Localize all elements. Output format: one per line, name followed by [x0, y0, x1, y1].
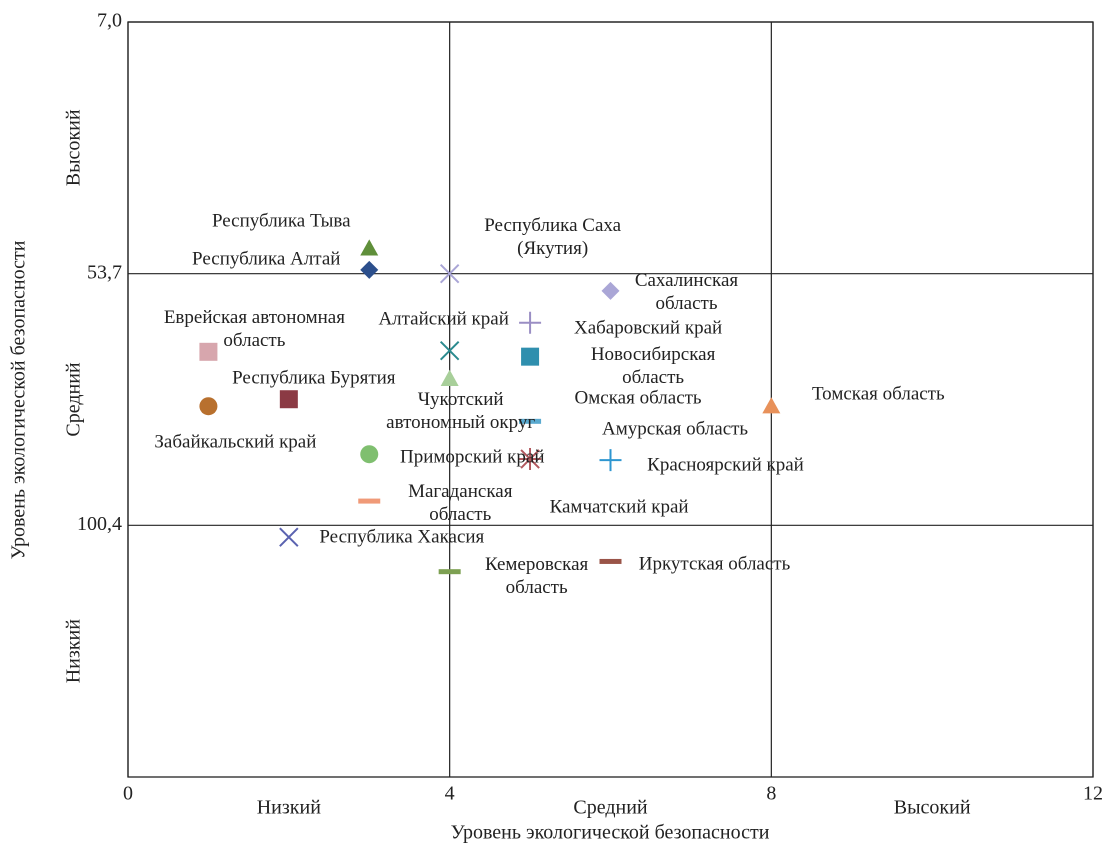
y-tick-label: 7,0	[97, 10, 122, 32]
y-tick-label: 53,7	[87, 261, 122, 283]
marker	[762, 397, 781, 414]
point-label: Томская область	[812, 383, 945, 405]
point-label: Амурская область	[602, 418, 749, 440]
marker	[358, 498, 381, 504]
marker	[199, 397, 218, 416]
x-tick-label: 12	[1083, 783, 1103, 805]
marker	[279, 527, 299, 547]
marker	[519, 418, 542, 424]
marker	[599, 449, 622, 472]
marker	[601, 281, 620, 300]
point-label: Забайкальский край	[154, 431, 317, 453]
point-label: Республика Тыва	[211, 210, 351, 232]
x-tick-label: 0	[123, 783, 133, 805]
point-label: Кемеровская область	[485, 553, 589, 598]
marker	[199, 342, 218, 361]
y-category-label: Высокий	[63, 109, 85, 186]
point-label: Омская область	[574, 387, 702, 409]
point-label: Республика Бурятия	[232, 367, 396, 389]
y-axis-title: Уровень экологической безопасности	[8, 240, 30, 559]
point-label: Хабаровский край	[573, 317, 723, 339]
marker	[438, 569, 461, 575]
marker	[521, 347, 540, 366]
marker	[440, 369, 459, 386]
x-axis-title: Уровень экологической безопасности	[451, 822, 770, 844]
marker	[439, 341, 460, 361]
x-category-label: Низкий	[257, 797, 321, 819]
marker	[360, 260, 379, 279]
marker	[519, 448, 542, 471]
point-label: Алтайский край	[378, 308, 509, 330]
point-label: Еврейская автономная область	[163, 306, 345, 351]
x-tick-label: 4	[445, 783, 455, 805]
marker	[599, 558, 622, 564]
point-label: Новосибирская область	[590, 343, 716, 388]
x-category-label: Средний	[573, 797, 648, 819]
x-category-label: Высокий	[894, 797, 971, 819]
y-category-label: Низкий	[63, 619, 85, 683]
point-label: Камчатский край	[549, 496, 689, 518]
marker	[360, 239, 379, 256]
y-tick-label: 100,4	[77, 513, 122, 535]
point-label: Республика Саха (Якутия)	[484, 214, 622, 259]
y-category-label: Средний	[63, 362, 85, 437]
marker	[439, 263, 460, 284]
marker	[279, 390, 298, 409]
point-label: Сахалинская область	[634, 269, 739, 314]
point-label: Республика Алтай	[192, 248, 341, 270]
point-label: Чукотский автономный округ	[386, 388, 536, 433]
point-label: Приморский край	[400, 446, 545, 468]
point-label: Иркутская область	[638, 553, 791, 575]
marker	[360, 445, 379, 464]
point-label: Красноярский край	[647, 454, 804, 476]
marker	[519, 311, 542, 334]
point-label: Республика Хакасия	[319, 526, 485, 548]
point-label: Магаданская область	[408, 481, 513, 526]
x-tick-label: 8	[766, 783, 776, 805]
